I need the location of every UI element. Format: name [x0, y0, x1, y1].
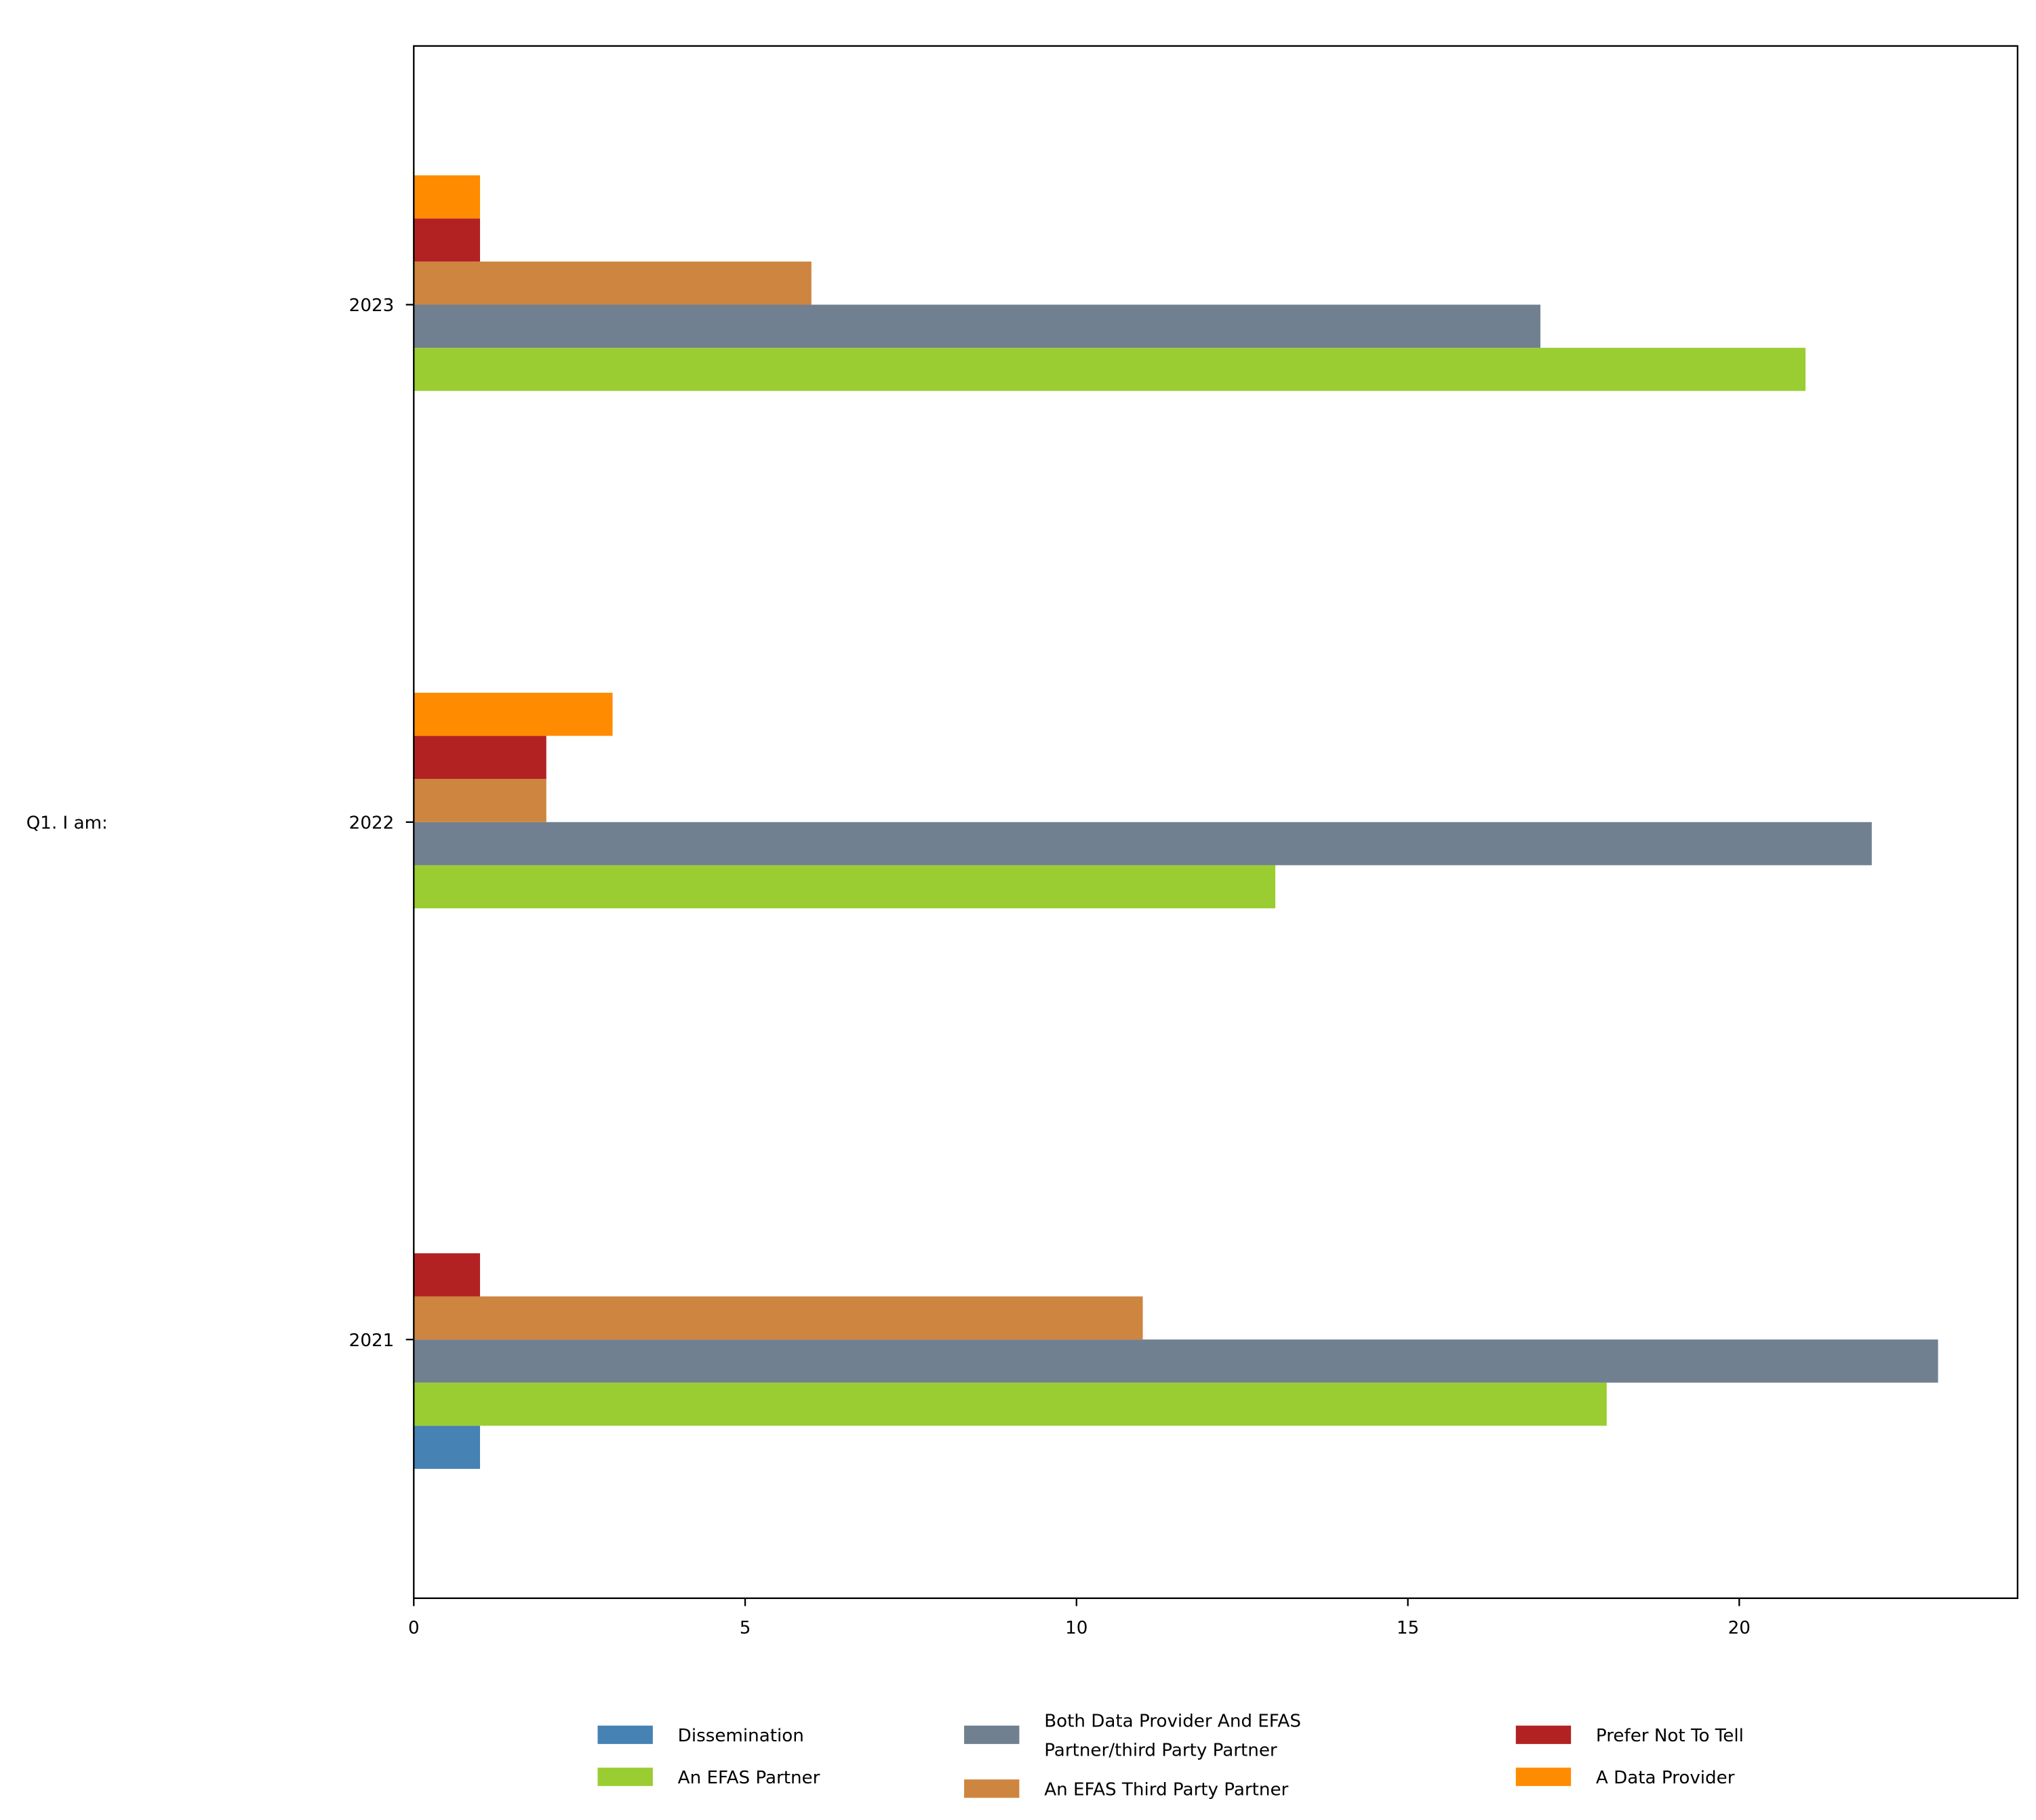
bar-an-efas-partner-2023 [414, 348, 1806, 391]
bar-an-efas-partner-2022 [414, 865, 1276, 909]
bar-a-data-provider-2022 [414, 692, 613, 736]
y-tick-label: 2022 [349, 813, 395, 833]
legend-item: Dissemination [597, 1725, 804, 1746]
legend: Dissemination An EFAS Partner Both Data Pr… [597, 1712, 1744, 1800]
bars-layer [414, 175, 1938, 1469]
legend-label: Partner/third Party Partner [1044, 1740, 1277, 1760]
y-tick-label: 2021 [349, 1331, 395, 1351]
legend-swatch [597, 1767, 653, 1786]
legend-swatch [964, 1779, 1020, 1798]
y-tick-label: 2023 [349, 296, 395, 316]
y-axis: 2021 2022 2023 [349, 296, 414, 1351]
legend-item: Prefer Not To Tell [1515, 1725, 1744, 1746]
y-axis-label: Q1. I am: [26, 813, 108, 833]
bar-both-data-provider-and-efas-partner-third-party-partner-2022 [414, 822, 1872, 866]
bar-prefer-not-to-tell-2021 [414, 1253, 481, 1297]
legend-swatch [964, 1725, 1020, 1744]
legend-item: An EFAS Partner [597, 1767, 820, 1788]
bar-a-data-provider-2023 [414, 175, 481, 219]
legend-label: A Data Provider [1596, 1768, 1735, 1788]
bar-both-data-provider-and-efas-partner-third-party-partner-2021 [414, 1339, 1938, 1383]
legend-label: Both Data Provider And EFAS [1044, 1712, 1301, 1732]
legend-item: An EFAS Third Party Partner [964, 1779, 1289, 1800]
bar-prefer-not-to-tell-2022 [414, 735, 546, 780]
legend-swatch [597, 1725, 653, 1744]
legend-label: An EFAS Partner [678, 1768, 820, 1788]
legend-swatch [1515, 1767, 1572, 1786]
bar-an-efas-third-party-partner-2023 [414, 261, 812, 305]
bar-an-efas-third-party-partner-2022 [414, 779, 546, 822]
legend-label: An EFAS Third Party Partner [1044, 1779, 1288, 1800]
bar-both-data-provider-and-efas-partner-third-party-partner-2023 [414, 304, 1541, 348]
bar-prefer-not-to-tell-2023 [414, 218, 481, 262]
legend-item: A Data Provider [1515, 1767, 1735, 1788]
bar-an-efas-partner-2021 [414, 1382, 1607, 1426]
legend-swatch [1515, 1725, 1572, 1744]
x-tick-label: 0 [408, 1618, 420, 1638]
x-tick-label: 10 [1065, 1618, 1087, 1638]
bar-an-efas-third-party-partner-2021 [414, 1296, 1143, 1340]
bar-dissemination-2021 [414, 1425, 481, 1469]
x-axis: 0 5 10 15 20 [408, 1598, 1751, 1638]
x-tick-label: 20 [1728, 1618, 1751, 1638]
legend-item: Both Data Provider And EFAS Partner/third… [964, 1712, 1301, 1760]
x-tick-label: 15 [1397, 1618, 1419, 1638]
x-tick-label: 5 [740, 1618, 751, 1638]
legend-label: Dissemination [678, 1726, 804, 1746]
legend-label: Prefer Not To Tell [1596, 1726, 1744, 1746]
